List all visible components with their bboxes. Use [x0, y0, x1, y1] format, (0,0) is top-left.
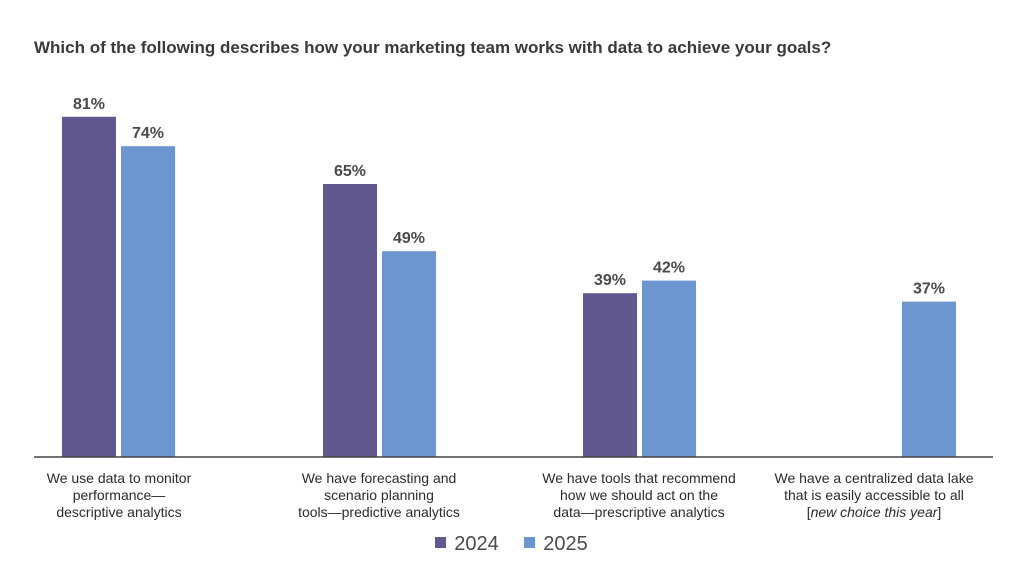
category-label-descriptive: We use data to monitor performance— desc… [46, 470, 192, 520]
legend-label-2024: 2024 [454, 533, 499, 555]
bar-2024-1 [323, 184, 377, 457]
category-label-prescriptive: We have tools that recommend how we shou… [542, 470, 736, 520]
bar-value-label-2024-0: 81% [73, 96, 105, 113]
legend: 2024 2025 [0, 533, 1023, 556]
bar-2025-0 [121, 146, 175, 457]
bar-value-label-2025-1: 49% [393, 230, 425, 247]
bar-2025-1 [382, 251, 436, 457]
legend-item-2025: 2025 [524, 533, 588, 556]
legend-swatch-2025 [524, 537, 536, 549]
bar-value-label-2025-2: 42% [653, 260, 685, 277]
category-label-data-lake: We have a centralized data lake that is … [774, 470, 974, 520]
bar-2025-3 [902, 301, 956, 457]
legend-label-2025: 2025 [543, 533, 588, 555]
category-label-predictive: We have forecasting and scenario plannin… [298, 470, 460, 520]
legend-item-2024: 2024 [435, 533, 499, 556]
new-choice-note: new choice this year [810, 504, 938, 520]
bar-value-label-2024-1: 65% [334, 163, 366, 180]
legend-swatch-2024 [435, 537, 447, 549]
bar-2024-2 [583, 293, 637, 457]
bar-value-label-2025-0: 74% [132, 125, 164, 142]
chart-title: Which of the following describes how you… [34, 38, 832, 57]
bar-2024-0 [62, 116, 116, 458]
bar-value-label-2024-2: 39% [594, 272, 626, 289]
bar-value-label-2025-3: 37% [913, 281, 945, 298]
bar-2025-2 [642, 280, 696, 457]
